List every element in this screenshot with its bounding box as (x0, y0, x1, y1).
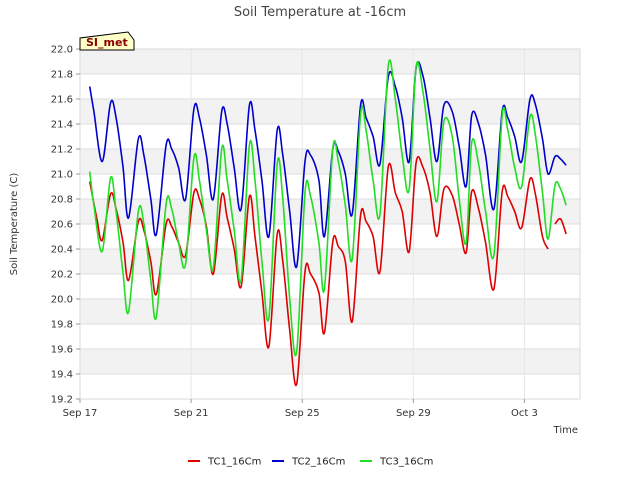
y-axis: 19.2 19.4 19.6 19.8 20.0 20.2 20.4 20.6 20.8 21.0… (51, 45, 80, 406)
y-tick-label: 20.2 (51, 270, 73, 281)
y-tick-label: 19.6 (51, 345, 73, 356)
plot-background (80, 49, 580, 374)
y-tick-label: 19.2 (51, 395, 73, 406)
y-tick-label: 20.8 (51, 195, 73, 206)
y-tick-label: 20.4 (51, 245, 73, 256)
y-tick-label: 21.6 (51, 95, 73, 106)
plot-band (80, 349, 580, 374)
series-line-tc2-16cm (88, 61, 567, 269)
x-tick-label: Sep 21 (174, 408, 209, 419)
x-tick-label: Sep 25 (285, 408, 320, 419)
station-badge: SI_met (79, 31, 135, 51)
legend: TC1_16Cm TC2_16Cm TC3_16Cm (188, 457, 433, 468)
series-line-tc3-16cm (88, 59, 567, 357)
plot-band (80, 49, 580, 74)
series-line-tc1-16cm (88, 156, 549, 387)
series-lines (88, 59, 567, 387)
x-tick-label: Sep 29 (396, 408, 431, 419)
legend-label-tc3-16cm: TC3_16Cm (379, 457, 433, 468)
y-tick-label: 20.0 (51, 295, 73, 306)
y-tick-label: 20.6 (51, 220, 73, 231)
x-tick-label: Sep 17 (63, 408, 98, 419)
y-tick-label: 21.0 (51, 170, 73, 181)
y-tick-label: 21.4 (51, 120, 73, 131)
y-tick-label: 22.0 (51, 45, 73, 56)
chart-title: Soil Temperature at -16cm (234, 5, 406, 20)
y-tick-label: 21.2 (51, 145, 73, 156)
plot-band (80, 99, 580, 124)
y-tick-label: 19.8 (51, 320, 73, 331)
series-line-tc1-16cm-tail (554, 217, 567, 235)
y-tick-label: 19.4 (51, 370, 73, 381)
x-tick-label: Oct 3 (511, 408, 538, 419)
x-axis-title: Time (553, 425, 578, 436)
y-tick-label: 21.8 (51, 70, 73, 81)
legend-label-tc1-16cm: TC1_16Cm (207, 457, 261, 468)
plot-band (80, 299, 580, 324)
badge-label: SI_met (86, 36, 128, 49)
x-axis: Sep 17 Sep 21 Sep 25 Sep 29 Oct 3 (63, 399, 538, 419)
badge-shape (79, 31, 135, 51)
legend-label-tc2-16cm: TC2_16Cm (291, 457, 345, 468)
y-axis-title: Soil Temperature (C) (9, 173, 20, 276)
